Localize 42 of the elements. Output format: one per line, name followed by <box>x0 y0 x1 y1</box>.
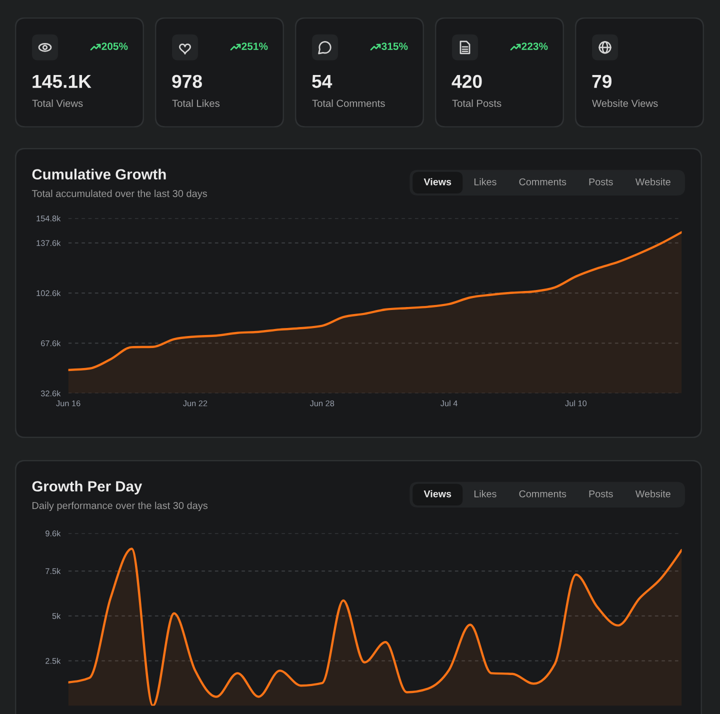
x-tick-label: Jun 16 <box>56 400 80 406</box>
text: Website <box>635 178 670 186</box>
chart-title: Growth Per Day <box>32 480 142 494</box>
x-tick-label: Jun 28 <box>310 400 334 406</box>
text: 223% <box>522 42 548 50</box>
text: Comments <box>519 490 566 498</box>
text: 205% <box>102 42 128 50</box>
y-tick-label: 32.6k <box>40 390 61 396</box>
y-tick-label: 9.6k <box>46 530 61 536</box>
y-tick-label: 154.8k <box>36 215 61 222</box>
chart-subtitle: Total accumulated over the last 30 days <box>32 190 207 200</box>
text: Views <box>424 178 452 186</box>
text: 978 <box>172 74 202 88</box>
text: Total Posts <box>452 99 502 107</box>
text: Total Comments <box>312 99 385 107</box>
text: 54 <box>312 75 332 88</box>
text: Posts <box>589 490 613 498</box>
text: Comments <box>519 178 566 186</box>
text: Likes <box>474 490 496 498</box>
text: Website <box>635 490 670 498</box>
x-tick-label: Jul 4 <box>440 400 458 406</box>
text: Likes <box>474 178 496 186</box>
x-tick-label: Jul 10 <box>565 400 587 406</box>
text: Views <box>424 490 452 498</box>
y-tick-label: 102.6k <box>36 290 61 296</box>
chart-subtitle: Daily performance over the last 30 days <box>32 502 208 512</box>
text: Posts <box>589 178 613 186</box>
y-tick-label: 7.5k <box>46 568 61 574</box>
y-tick-label: 5k <box>52 612 61 619</box>
text: 145.1K <box>32 75 92 88</box>
y-tick-label: 2.5k <box>46 658 61 664</box>
text: Total Views <box>32 99 83 107</box>
text: Total Likes <box>172 99 220 107</box>
text: 315% <box>382 42 408 50</box>
x-tick-label: Jun 22 <box>183 400 208 406</box>
y-tick-label: 67.6k <box>41 340 61 346</box>
text: Website Views <box>592 99 658 107</box>
chart-title: Cumulative Growth <box>32 168 166 180</box>
text: 79 <box>592 74 612 88</box>
y-tick-label: 137.6k <box>36 240 61 246</box>
text: 251% <box>242 42 268 50</box>
text: 420 <box>452 74 482 88</box>
